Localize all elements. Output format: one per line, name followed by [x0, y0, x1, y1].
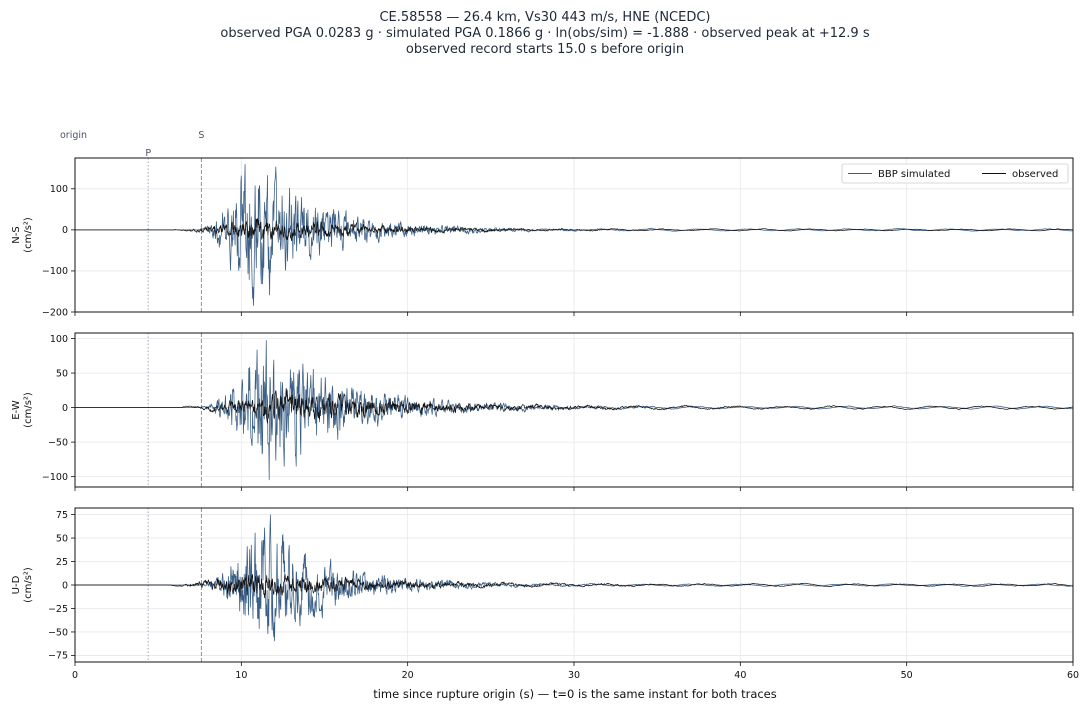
- phase-label-s: S: [198, 130, 204, 141]
- legend-observed-label: observed: [1012, 169, 1058, 180]
- observed-trace-u-d: [75, 573, 1073, 599]
- panel-n-s: −200 −100 0 100 N-S (cm/s²): [11, 157, 1074, 318]
- y-tick-label: 0: [62, 580, 68, 591]
- legend-frame: [841, 163, 1069, 184]
- y-tick-label: −100: [42, 266, 68, 277]
- legend-simulated-label: BBP simulated: [878, 169, 950, 180]
- observed-trace-e-w: [75, 388, 1073, 424]
- y-tick-label: −100: [42, 472, 68, 483]
- y-tick-label: −50: [48, 437, 68, 448]
- y-tick-label: −75: [48, 651, 68, 662]
- title-line-3: observed record starts 15.0 s before ori…: [406, 42, 684, 57]
- x-tick-label: 20: [402, 670, 414, 681]
- x-tick-label: 10: [235, 670, 247, 681]
- phase-label-p: P: [145, 148, 151, 159]
- observed-trace-n-s: [75, 218, 1073, 242]
- y-axis-label-component: N-S: [11, 226, 22, 243]
- x-tick-label: 40: [734, 670, 746, 681]
- y-tick-label: 100: [50, 334, 68, 345]
- y-axis-label-component: E-W: [11, 400, 22, 420]
- panel-e-w: −100 −50 0 50 100 E-W (cm/s²): [11, 332, 1074, 491]
- y-axis-label-component: U-D: [11, 575, 22, 594]
- x-axis-label: time since rupture origin (s) — t=0 is t…: [373, 687, 777, 701]
- phase-label-origin: origin: [60, 130, 87, 141]
- y-tick-label: 100: [50, 184, 68, 195]
- y-axis-label-units: (cm/s²): [23, 217, 34, 253]
- y-tick-label: −25: [48, 604, 68, 615]
- y-tick-label: 75: [56, 510, 68, 521]
- x-tick-label: 50: [901, 670, 913, 681]
- title-line-2: observed PGA 0.0283 g · simulated PGA 0.…: [220, 26, 869, 41]
- legend: BBP simulated observed: [841, 163, 1069, 184]
- y-tick-label: −50: [48, 627, 68, 638]
- x-tick-label: 60: [1067, 670, 1079, 681]
- x-tick-label: 30: [568, 670, 580, 681]
- y-tick-label: 50: [56, 368, 68, 379]
- y-tick-label: 25: [56, 557, 68, 568]
- y-tick-label: 50: [56, 533, 68, 544]
- x-axis-ticks: 0 10 20 30 40 50 60: [72, 670, 1079, 681]
- x-tick-label: 0: [72, 670, 78, 681]
- panel-u-d: −75 −50 −25 0 25 50 75 U-D (cm/s²): [11, 507, 1074, 666]
- title-line-1: CE.58558 — 26.4 km, Vs30 443 m/s, HNE (N…: [379, 10, 710, 25]
- y-axis-label-units: (cm/s²): [23, 567, 34, 603]
- phase-labels: origin P S: [60, 130, 204, 159]
- y-tick-label: 0: [62, 403, 68, 414]
- y-tick-label: −200: [42, 307, 68, 318]
- y-axis-label-units: (cm/s²): [23, 392, 34, 428]
- y-tick-label: 0: [62, 225, 68, 236]
